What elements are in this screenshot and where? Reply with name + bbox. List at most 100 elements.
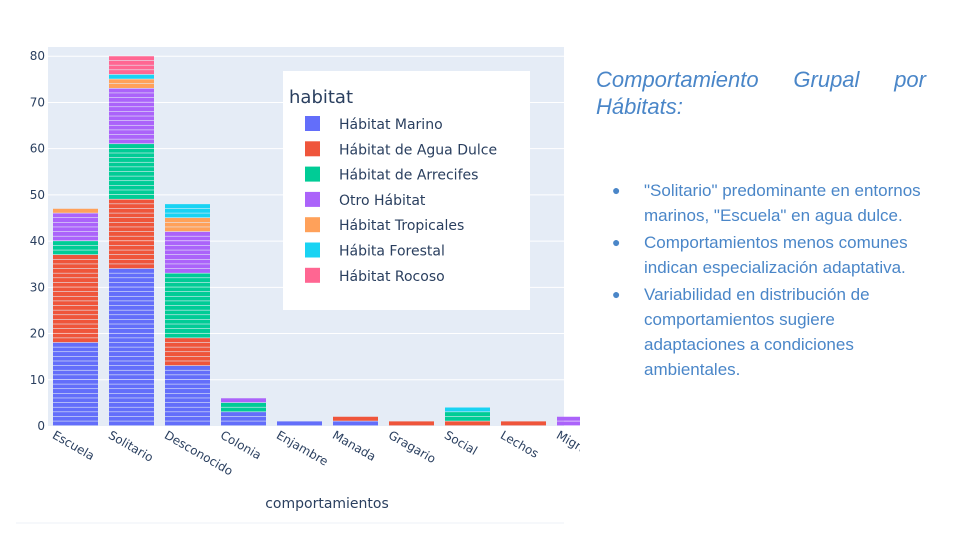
legend-entry-label: Hábitat de Arrecifes — [339, 168, 478, 184]
bar-segment — [109, 116, 154, 121]
bar-segment — [165, 227, 210, 232]
bar-segment — [109, 315, 154, 320]
bar-segment — [165, 245, 210, 250]
bar-segment — [109, 407, 154, 412]
bar-segment — [53, 416, 98, 421]
bar-segment — [53, 231, 98, 236]
x-tick-label: Enjambre — [274, 428, 331, 469]
bullet-icon: ● — [612, 182, 621, 198]
bar-segment — [109, 361, 154, 366]
bar-segment — [53, 208, 98, 213]
bar-segment — [165, 236, 210, 241]
bar-segment — [109, 365, 154, 370]
bar-segment — [445, 421, 490, 426]
bar-segment — [53, 227, 98, 232]
x-tick-label: Lechos — [498, 428, 541, 461]
bar-segment — [109, 273, 154, 278]
bar-segment — [165, 356, 210, 361]
bar-segment — [501, 421, 546, 426]
bar-segment — [165, 305, 210, 310]
legend-entry-label: Otro Hábitat — [339, 193, 426, 209]
legend-entry-label: Hábitat Rocoso — [339, 269, 445, 285]
bar-segment — [53, 287, 98, 292]
bar-segment — [53, 342, 98, 347]
bar-segment — [109, 213, 154, 218]
bar-segment — [165, 407, 210, 412]
bar-segment — [109, 231, 154, 236]
legend-swatch — [305, 267, 320, 283]
bar-segment — [389, 421, 434, 426]
bar-segment — [165, 384, 210, 389]
bar-segment — [109, 296, 154, 301]
bar-segment — [109, 393, 154, 398]
bar-segment — [109, 291, 154, 296]
bar-segment — [109, 319, 154, 324]
bar-segment — [165, 310, 210, 315]
bar-segment — [109, 176, 154, 181]
bar-segment — [557, 421, 580, 426]
bar-segment — [109, 199, 154, 204]
bar-segment — [53, 361, 98, 366]
bar-segment — [109, 134, 154, 139]
bar-segment — [109, 153, 154, 158]
legend-title: habitat — [289, 87, 353, 108]
bar-segment — [109, 352, 154, 357]
x-tick-label: Manada — [330, 428, 378, 464]
bar-segment — [221, 421, 266, 426]
bar-segment — [53, 352, 98, 357]
bar-segment — [165, 218, 210, 223]
bar-segment — [445, 416, 490, 421]
bar-segment — [109, 181, 154, 186]
bar-segment — [165, 291, 210, 296]
bar-segment — [109, 384, 154, 389]
legend-entry-label: Hábitat de Agua Dulce — [339, 142, 497, 158]
bar-segment — [165, 264, 210, 269]
bar-segment — [109, 328, 154, 333]
bar-segment — [109, 222, 154, 227]
bar-segment — [165, 273, 210, 278]
bar-segment — [333, 416, 378, 421]
bar-segment — [165, 250, 210, 255]
side-title-line-1: Comportamiento Grupal por — [596, 67, 926, 92]
bullet-text: Variabilidad en distribución de comporta… — [644, 285, 870, 379]
bar-segment — [557, 416, 580, 421]
bar-segment — [165, 315, 210, 320]
x-tick-label: Colonia — [218, 428, 264, 462]
y-tick-label: 60 — [30, 142, 45, 156]
bar-segment — [109, 65, 154, 70]
bar-segment — [165, 389, 210, 394]
bar-segment — [109, 305, 154, 310]
bar-segment — [109, 402, 154, 407]
y-tick-label: 20 — [30, 327, 45, 341]
bar-segment — [109, 245, 154, 250]
bar-segment — [165, 361, 210, 366]
bar-segment — [109, 88, 154, 93]
bar-segment — [109, 389, 154, 394]
bullet-icon: ● — [612, 234, 621, 250]
bar-segment — [53, 273, 98, 278]
bar-segment — [53, 236, 98, 241]
y-tick-label: 70 — [30, 95, 45, 109]
bar-segment — [109, 268, 154, 273]
bar-segment — [165, 398, 210, 403]
bar-segment — [109, 185, 154, 190]
bar-segment — [53, 324, 98, 329]
bar-segment — [109, 254, 154, 260]
x-tick-label: Gragario — [386, 428, 438, 466]
bar-segment — [53, 259, 98, 264]
legend-entry-label: Hábitat Tropicales — [339, 218, 464, 234]
bar-segment — [445, 407, 490, 412]
bar-segment — [165, 287, 210, 292]
bar-segment — [53, 301, 98, 306]
bar-segment — [53, 291, 98, 296]
bar-segment — [109, 259, 154, 264]
bar-segment — [165, 259, 210, 264]
bar-segment — [53, 282, 98, 287]
bar-segment — [53, 250, 98, 255]
legend-swatch — [305, 141, 320, 157]
bar-segment — [221, 412, 266, 417]
bar-segment — [165, 241, 210, 246]
bar-segment — [53, 328, 98, 333]
bar-segment — [53, 421, 98, 426]
bar-segment — [109, 208, 154, 213]
